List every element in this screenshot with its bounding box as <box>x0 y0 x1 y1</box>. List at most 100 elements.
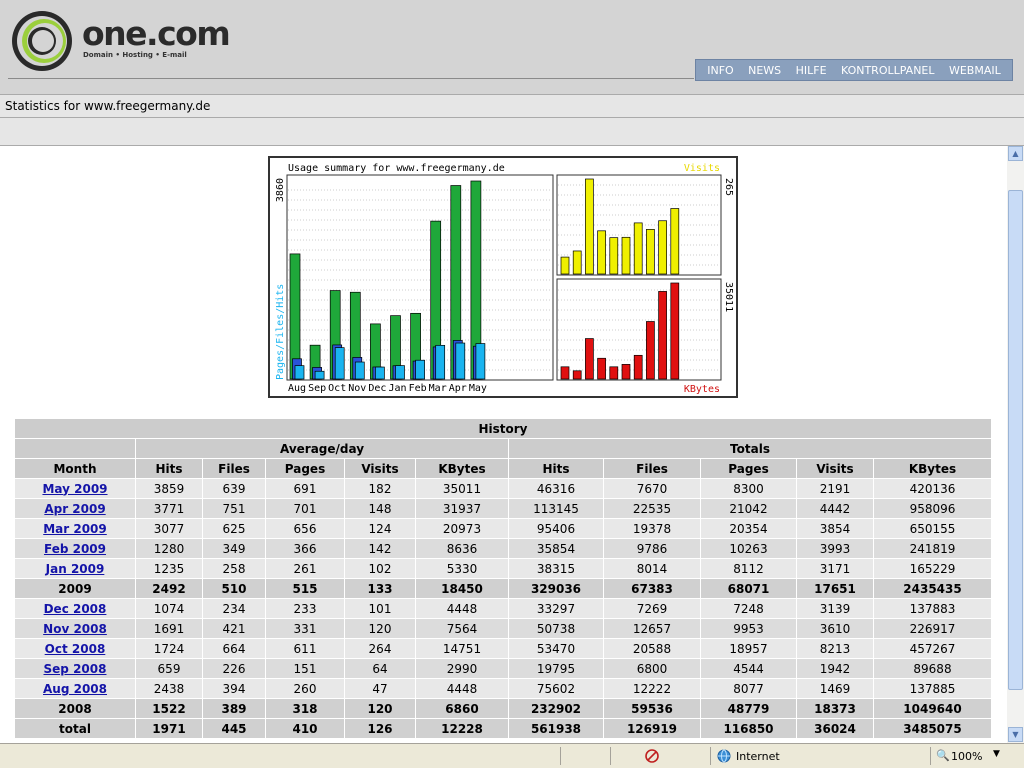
value-cell: 36024 <box>797 719 873 738</box>
month-link[interactable]: Oct 2008 <box>44 641 106 656</box>
value-cell: 3854 <box>797 519 873 538</box>
zoom-dropdown-icon[interactable]: ▼ <box>993 749 1000 759</box>
visits-label: Visits <box>684 163 720 174</box>
value-cell: 258 <box>203 559 265 578</box>
month-cell: Apr 2009 <box>15 499 135 518</box>
scroll-up-icon[interactable]: ▲ <box>1008 146 1023 161</box>
popup-blocked-icon[interactable] <box>645 749 659 763</box>
zoom-icon[interactable]: 🔍 <box>936 749 950 762</box>
main-plot-frame <box>286 174 554 381</box>
kbytes-bar-aug <box>560 366 570 380</box>
nav-hilfe[interactable]: HILFE <box>795 63 827 77</box>
month-link[interactable]: Apr 2009 <box>44 501 106 516</box>
value-cell: 226 <box>203 659 265 678</box>
col-avg-hits: Hits <box>136 459 202 478</box>
value-cell: 8300 <box>701 479 796 498</box>
value-cell: 19378 <box>604 519 700 538</box>
value-cell: 510 <box>203 579 265 598</box>
month-label-mar: Mar <box>429 383 447 394</box>
value-cell: 18373 <box>797 699 873 718</box>
bar-pages-dec <box>375 366 385 380</box>
value-cell: 349 <box>203 539 265 558</box>
month-link[interactable]: Aug 2008 <box>43 681 107 696</box>
zoom-level[interactable]: 100% <box>951 750 983 763</box>
value-cell: 46316 <box>509 479 603 498</box>
one-logo-icon[interactable] <box>10 9 74 73</box>
average-group-header: Average/day <box>136 439 508 458</box>
month-group-header <box>15 439 135 458</box>
col-month: Month <box>15 459 135 478</box>
stats-title: Statistics for www.freegermany.de <box>5 99 211 113</box>
nav-kontrollpanel[interactable]: KONTROLLPANEL <box>840 63 935 77</box>
bar-pages-sep <box>314 370 325 380</box>
chart-title: Usage summary for www.freegermany.de <box>288 163 505 174</box>
value-cell: 31937 <box>416 499 508 518</box>
value-cell: 20354 <box>701 519 796 538</box>
nav-webmail[interactable]: WEBMAIL <box>948 63 1001 77</box>
value-cell: 3139 <box>797 599 873 618</box>
month-link[interactable]: May 2009 <box>42 481 108 496</box>
history-month-row: May 2009 3859 639 691 182 35011 46316 7670 8300 2… <box>15 479 991 498</box>
month-link[interactable]: Nov 2008 <box>43 621 107 636</box>
value-cell: 12228 <box>416 719 508 738</box>
value-cell: 650155 <box>874 519 991 538</box>
month-label-jan: Jan <box>388 383 406 394</box>
value-cell: 124 <box>345 519 415 538</box>
value-cell: 59536 <box>604 699 700 718</box>
vertical-scrollbar[interactable]: ▲ ▼ <box>1007 146 1024 743</box>
month-link[interactable]: Mar 2009 <box>43 521 107 536</box>
usage-chart-svg: Usage summary for www.freegermany.de Vis… <box>275 163 734 395</box>
bar-pages-apr <box>455 342 466 380</box>
value-cell: 64 <box>345 659 415 678</box>
col-tot-visits: Visits <box>797 459 873 478</box>
value-cell: 113145 <box>509 499 603 518</box>
month-label-nov: Nov <box>348 383 366 394</box>
value-cell: 420136 <box>874 479 991 498</box>
history-month-row: Feb 2009 1280 349 366 142 8636 35854 9786 10263 3… <box>15 539 991 558</box>
value-cell: 701 <box>266 499 344 518</box>
history-month-row: Mar 2009 3077 625 656 124 20973 95406 19378 2035… <box>15 519 991 538</box>
month-cell: 2009 <box>15 579 135 598</box>
value-cell: 226917 <box>874 619 991 638</box>
value-cell: 4544 <box>701 659 796 678</box>
month-link[interactable]: Dec 2008 <box>43 601 107 616</box>
visits-bar-oct <box>585 178 594 275</box>
nav-info[interactable]: INFO <box>707 63 734 77</box>
value-cell: 1971 <box>136 719 202 738</box>
value-cell: 48779 <box>701 699 796 718</box>
month-link[interactable]: Feb 2009 <box>43 541 106 556</box>
value-cell: 329036 <box>509 579 603 598</box>
status-bar: Internet 🔍 100% ▼ <box>0 743 1024 768</box>
value-cell: 421 <box>203 619 265 638</box>
history-month-row: Nov 2008 1691 421 331 120 7564 50738 12657 9953 3… <box>15 619 991 638</box>
value-cell: 35854 <box>509 539 603 558</box>
month-link[interactable]: Jan 2009 <box>45 561 105 576</box>
col-avg-visits: Visits <box>345 459 415 478</box>
history-month-row: Apr 2009 3771 751 701 148 31937 113145 22535 210… <box>15 499 991 518</box>
month-cell: total <box>15 719 135 738</box>
bar-pages-mar <box>435 344 446 380</box>
scroll-down-icon[interactable]: ▼ <box>1008 727 1023 742</box>
value-cell: 20973 <box>416 519 508 538</box>
visits-bar-jan <box>621 236 631 275</box>
value-cell: 561938 <box>509 719 603 738</box>
col-tot-files: Files <box>604 459 700 478</box>
kbytes-plot-frame <box>556 278 722 381</box>
value-cell: 2492 <box>136 579 202 598</box>
col-tot-kbytes: KBytes <box>874 459 991 478</box>
value-cell: 1235 <box>136 559 202 578</box>
value-cell: 68071 <box>701 579 796 598</box>
stats-title-bar: Statistics for www.freegermany.de <box>0 94 1024 118</box>
value-cell: 7564 <box>416 619 508 638</box>
bar-pages-feb <box>415 359 425 380</box>
nav-news[interactable]: NEWS <box>748 63 782 77</box>
left-max-label: 3860 <box>275 178 286 202</box>
value-cell: 19795 <box>509 659 603 678</box>
header-divider <box>8 78 694 79</box>
scroll-thumb[interactable] <box>1008 190 1023 690</box>
brand-name[interactable]: one.com <box>82 14 231 53</box>
month-link[interactable]: Sep 2008 <box>43 661 107 676</box>
value-cell: 1522 <box>136 699 202 718</box>
month-cell: Dec 2008 <box>15 599 135 618</box>
value-cell: 95406 <box>509 519 603 538</box>
